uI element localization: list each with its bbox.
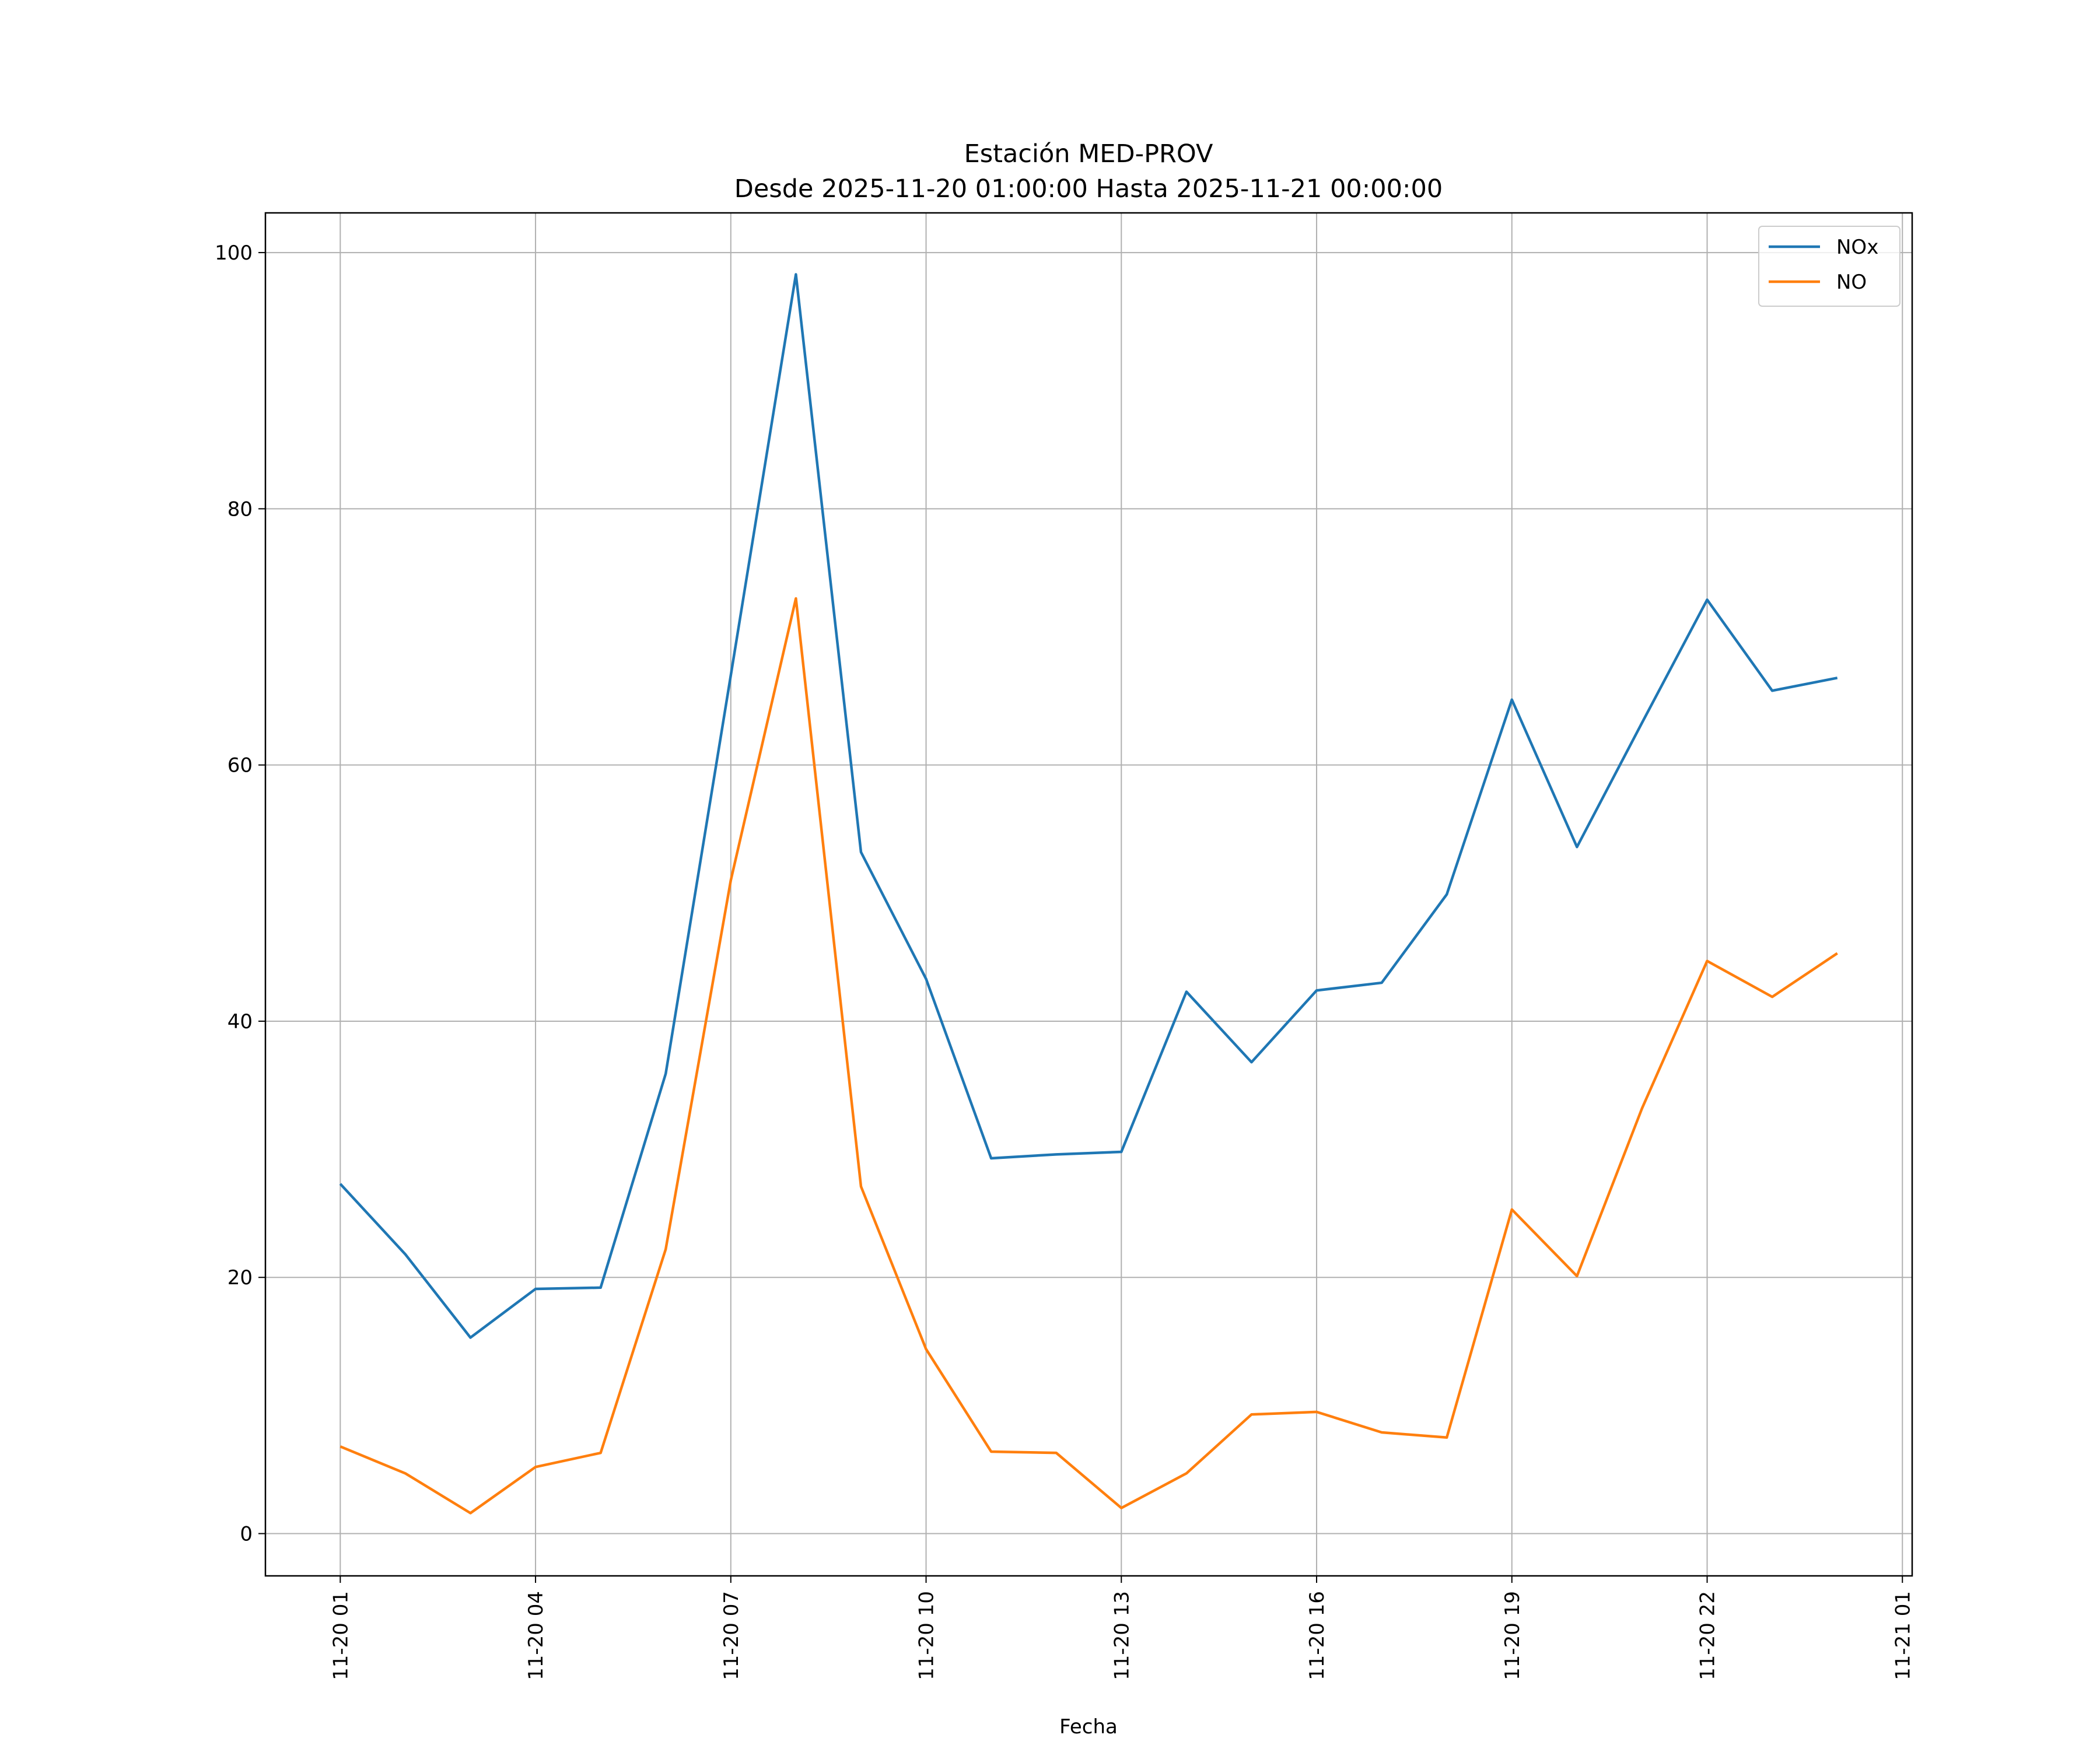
x-tick-label: 11-20 04: [524, 1591, 548, 1680]
x-axis: 11-20 01 11-20 04 11-20 07 11-20 10 11-20 13…: [329, 1576, 1915, 1680]
y-tick-label: 80: [228, 497, 253, 521]
legend-box: [1758, 226, 1901, 307]
x-tick-label: 11-20 10: [915, 1591, 939, 1680]
x-tick-label: 11-20 01: [329, 1591, 352, 1680]
chart-subtitle: Desde 2025-11-20 01:00:00 Hasta 2025-11-…: [734, 174, 1443, 204]
y-tick-label: 100: [215, 241, 253, 265]
y-tick-label: 40: [228, 1010, 253, 1033]
y-axis: 0 20 40 60 80 100: [215, 241, 265, 1546]
x-tick-label: 11-20 22: [1696, 1591, 1720, 1680]
x-tick-label: 11-20 07: [720, 1591, 743, 1680]
x-tick-label: 11-21 01: [1891, 1591, 1915, 1680]
y-tick-label: 60: [228, 754, 253, 777]
legend: NOx NO: [1758, 226, 1901, 307]
series-lines: [339, 273, 1838, 1515]
y-tick-label: 0: [240, 1523, 253, 1546]
x-axis-label: Fecha: [1059, 1715, 1118, 1739]
legend-label-nox: NOx: [1836, 236, 1878, 259]
axes-frame: [264, 212, 1913, 1577]
grid-lines: [265, 213, 1912, 1576]
series-line-nox: [339, 273, 1838, 1339]
legend-label-no: NO: [1836, 271, 1867, 294]
y-tick-label: 20: [228, 1266, 253, 1290]
x-tick-label: 11-20 13: [1110, 1591, 1133, 1680]
x-tick-label: 11-20 19: [1501, 1591, 1524, 1680]
series-line-no: [340, 597, 1838, 1515]
x-tick-label: 11-20 16: [1306, 1591, 1329, 1680]
chart-title: Estación MED-PROV: [964, 139, 1213, 169]
